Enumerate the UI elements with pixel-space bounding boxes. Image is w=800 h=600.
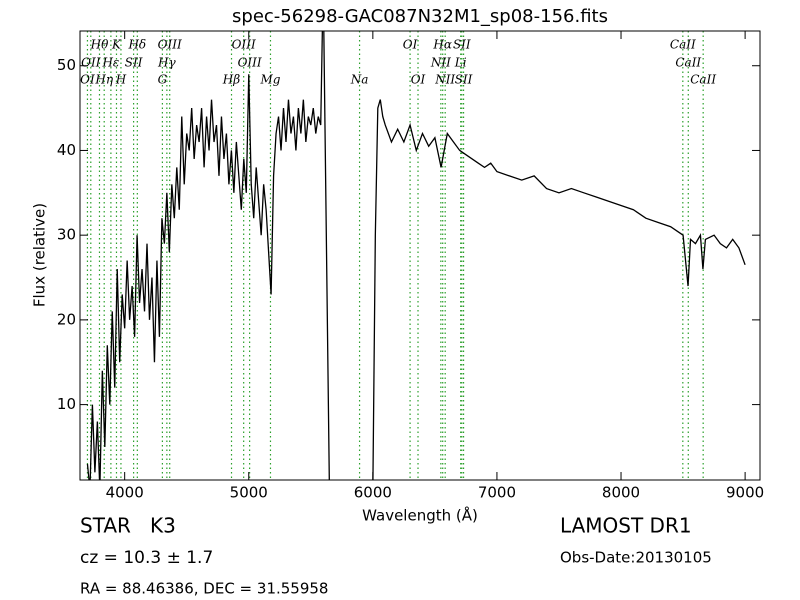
- spectral-line-label: SII: [125, 56, 143, 70]
- info-text: cz = 10.3 ± 1.7: [80, 548, 213, 568]
- spectral-line-label: Hγ: [157, 56, 176, 70]
- x-tick-label: 5000: [230, 484, 268, 502]
- spectral-line-label: OIII: [158, 38, 182, 52]
- y-tick-label: 30: [57, 226, 76, 244]
- spectral-line-label: Mg: [259, 73, 280, 87]
- spectral-line-label: CaII: [675, 56, 701, 70]
- spectral-line-label: OIII: [232, 38, 256, 52]
- spectral-line-label: Hα: [432, 38, 452, 52]
- chart-title: spec-56298-GAC087N32M1_sp08-156.fits: [232, 6, 608, 27]
- y-tick-label: 20: [57, 310, 76, 328]
- x-tick-label: 6000: [354, 484, 392, 502]
- plot-frame: [79, 30, 761, 481]
- spectral-line-label: CaII: [690, 73, 716, 87]
- y-tick-label: 50: [57, 56, 76, 74]
- info-text: RA = 88.46386, DEC = 31.55958: [80, 580, 328, 598]
- spectral-line-label: Hβ: [222, 73, 240, 87]
- y-tick-label: 10: [57, 395, 76, 413]
- y-axis-label: Flux (relative): [31, 203, 49, 307]
- info-text: STAR K3: [80, 514, 176, 538]
- spectral-line-label: SII: [453, 38, 471, 52]
- x-tick-label: 7000: [478, 484, 516, 502]
- spectrum-line: [86, 31, 746, 480]
- spectral-line-label: OI: [411, 73, 426, 87]
- spectral-line-label: NII: [434, 73, 455, 87]
- y-tick-label: 40: [57, 141, 76, 159]
- spectral-line-label: Hδ: [127, 38, 146, 52]
- spectral-line-label: OI: [403, 38, 418, 52]
- x-tick-label: 8000: [602, 484, 640, 502]
- spectral-line-label: OII: [81, 56, 101, 70]
- spectral-line-label: H: [115, 73, 127, 87]
- spectral-line-label: SII: [455, 73, 473, 87]
- x-axis-label: Wavelength (Å): [362, 506, 478, 525]
- spectral-line-label: NII: [430, 56, 451, 70]
- x-tick-label: 9000: [726, 484, 764, 502]
- spectral-line-label: CaII: [670, 38, 696, 52]
- spectral-line-label: Hε: [101, 56, 119, 70]
- spectral-line-label: G: [158, 73, 168, 87]
- spectral-line-label: Hη: [94, 73, 113, 87]
- info-text: LAMOST DR1: [560, 514, 692, 538]
- spectral-line-label: OIII: [238, 56, 262, 70]
- spectral-line-label: Hθ: [90, 38, 109, 52]
- info-text: Obs-Date:20130105: [560, 549, 712, 567]
- x-tick-label: 4000: [106, 484, 144, 502]
- spectral-line-label: OI: [80, 73, 95, 87]
- spectral-line-label: Li: [454, 56, 467, 70]
- spectral-line-label: Na: [350, 73, 369, 87]
- spectral-line-label: K: [111, 38, 122, 52]
- plot-area: [86, 31, 746, 480]
